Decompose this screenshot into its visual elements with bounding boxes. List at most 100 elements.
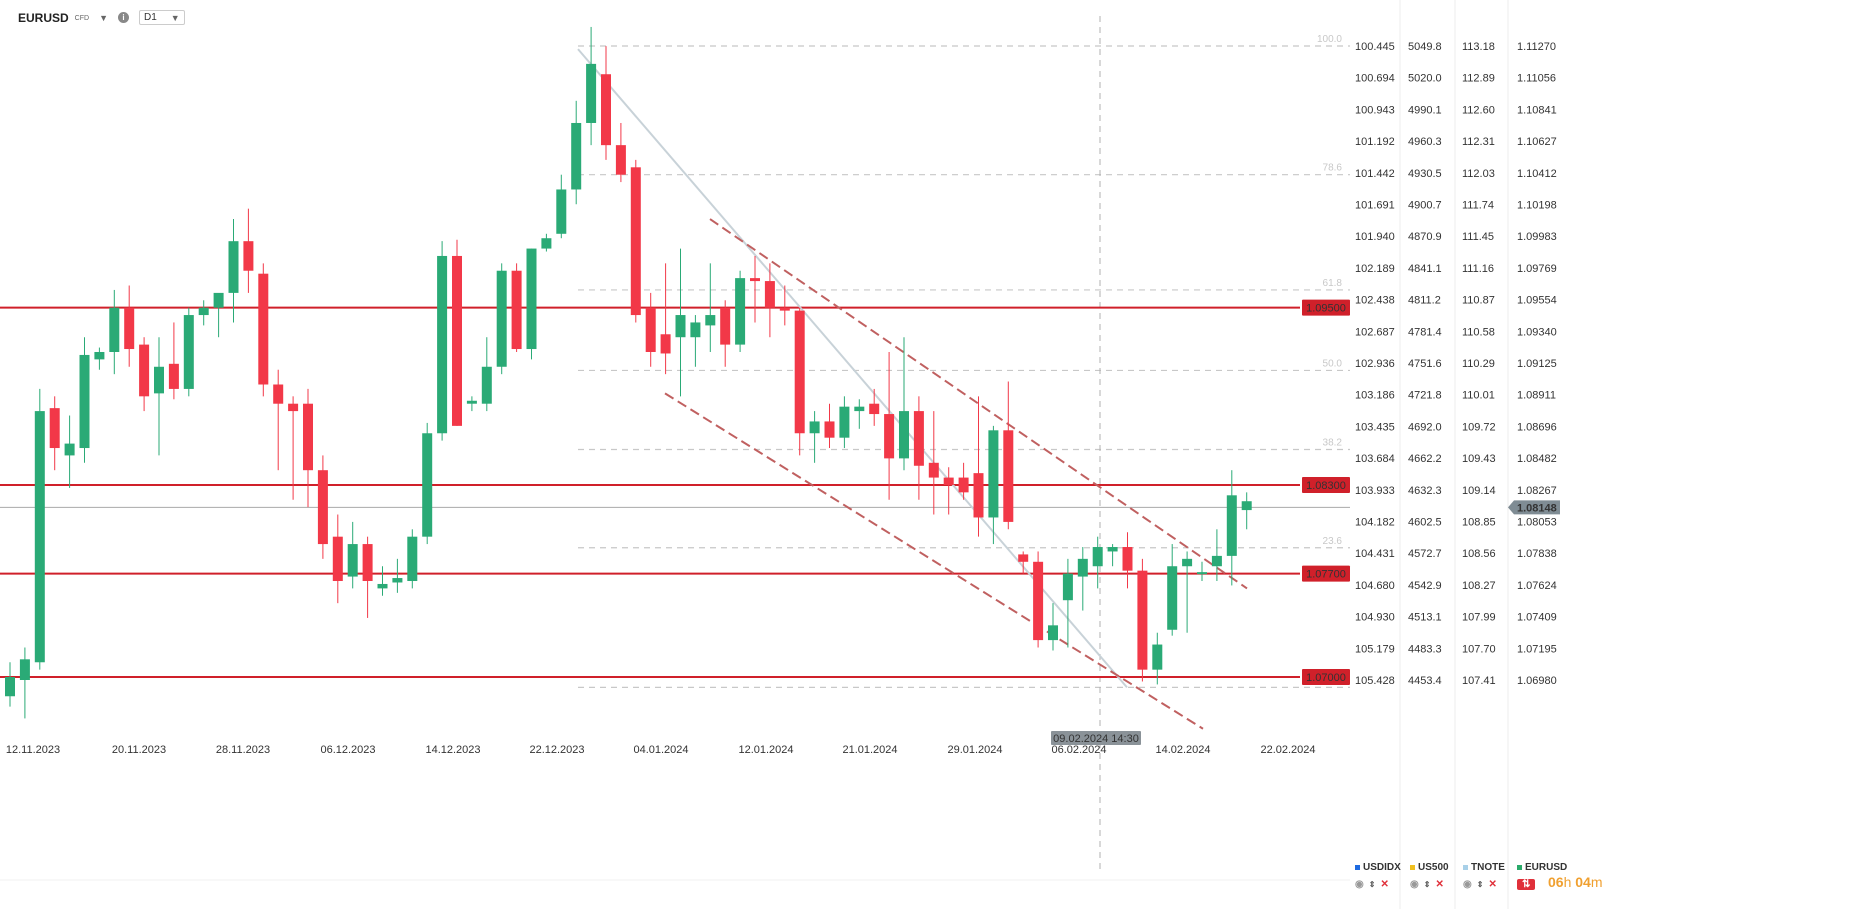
candle-body[interactable] bbox=[1167, 566, 1178, 630]
candle-body[interactable] bbox=[735, 278, 746, 345]
candle-body[interactable] bbox=[958, 477, 969, 493]
candle-body[interactable] bbox=[586, 63, 597, 123]
candle-body[interactable] bbox=[884, 414, 895, 459]
eye-icon[interactable]: ◉ bbox=[1410, 879, 1419, 890]
candle-body[interactable] bbox=[928, 462, 939, 478]
candle-body[interactable] bbox=[198, 307, 209, 316]
candle-body[interactable] bbox=[243, 241, 254, 271]
candle-body[interactable] bbox=[541, 238, 552, 249]
close-icon[interactable]: ✕ bbox=[1488, 879, 1497, 890]
candle-body[interactable] bbox=[601, 74, 611, 146]
candle-body[interactable] bbox=[168, 363, 179, 389]
candle-body[interactable] bbox=[213, 292, 224, 308]
candle-body[interactable] bbox=[630, 167, 641, 316]
candle-body[interactable] bbox=[94, 351, 105, 360]
candle-body[interactable] bbox=[645, 307, 656, 352]
candle-body[interactable] bbox=[615, 145, 626, 175]
channel-upper-line[interactable] bbox=[709, 218, 1248, 590]
legend-item-us500[interactable]: US500 ◉ ⇕ ✕ bbox=[1410, 862, 1449, 890]
candle-body[interactable] bbox=[124, 307, 135, 350]
candle-body[interactable] bbox=[288, 403, 299, 412]
candle-body[interactable] bbox=[556, 189, 567, 234]
candle-body[interactable] bbox=[228, 241, 239, 293]
candle-body[interactable] bbox=[317, 470, 328, 545]
trend-line[interactable] bbox=[577, 48, 1128, 689]
close-icon[interactable]: ✕ bbox=[1380, 879, 1389, 890]
candle-body[interactable] bbox=[154, 366, 164, 394]
candle-body[interactable] bbox=[422, 433, 433, 537]
candle-body[interactable] bbox=[943, 477, 954, 485]
reorder-icon[interactable]: ⇕ bbox=[1368, 880, 1376, 889]
candle-body[interactable] bbox=[779, 307, 790, 311]
candle-body[interactable] bbox=[1152, 644, 1163, 670]
candle-body[interactable] bbox=[1137, 570, 1148, 670]
candle-body[interactable] bbox=[1197, 572, 1207, 575]
candle-body[interactable] bbox=[183, 315, 194, 389]
candle-body[interactable] bbox=[362, 544, 373, 582]
candle-body[interactable] bbox=[496, 270, 507, 367]
candle-body[interactable] bbox=[526, 248, 537, 350]
candle-body[interactable] bbox=[1107, 547, 1118, 552]
candle-body[interactable] bbox=[392, 578, 403, 583]
candle-body[interactable] bbox=[913, 411, 924, 466]
candle-body[interactable] bbox=[303, 403, 313, 471]
candle-body[interactable] bbox=[139, 344, 150, 397]
candle-body[interactable] bbox=[1077, 558, 1088, 577]
candle-body[interactable] bbox=[109, 307, 120, 352]
candle-body[interactable] bbox=[511, 270, 522, 350]
candle-body[interactable] bbox=[258, 273, 269, 385]
symbol-name[interactable]: EURUSD bbox=[18, 10, 69, 25]
legend-item-usdidx[interactable]: USDIDX ◉ ⇕ ✕ bbox=[1355, 862, 1401, 890]
candle-body[interactable] bbox=[437, 255, 448, 434]
candle-body[interactable] bbox=[273, 384, 284, 404]
channel-lower-line[interactable] bbox=[664, 392, 1204, 730]
legend-item-tnote[interactable]: TNOTE ◉ ⇕ ✕ bbox=[1463, 862, 1505, 890]
candle-body[interactable] bbox=[675, 315, 686, 338]
candle-body[interactable] bbox=[332, 536, 343, 582]
candle-body[interactable] bbox=[377, 583, 388, 589]
settings-icon[interactable]: ⇅ bbox=[1517, 879, 1536, 890]
timeframe-select[interactable]: D1 ▼ bbox=[138, 10, 185, 25]
candle-body[interactable] bbox=[988, 430, 999, 518]
candle-body[interactable] bbox=[720, 307, 731, 345]
candle-body[interactable] bbox=[705, 315, 716, 326]
candle-body[interactable] bbox=[1226, 495, 1237, 556]
candle-body[interactable] bbox=[5, 677, 15, 697]
candle-body[interactable] bbox=[481, 366, 492, 404]
candle-body[interactable] bbox=[839, 406, 850, 438]
candle-body[interactable] bbox=[824, 421, 835, 438]
candle-body[interactable] bbox=[49, 408, 60, 449]
candle-body[interactable] bbox=[1211, 555, 1222, 567]
reorder-icon[interactable]: ⇕ bbox=[1423, 880, 1431, 889]
candle-body[interactable] bbox=[1048, 625, 1058, 641]
candle-body[interactable] bbox=[1122, 547, 1133, 571]
candle-body[interactable] bbox=[1062, 573, 1073, 601]
candle-body[interactable] bbox=[973, 473, 984, 518]
candle-body[interactable] bbox=[452, 255, 462, 426]
info-icon[interactable]: i bbox=[117, 12, 129, 23]
symbol-dropdown-icon[interactable]: ▼ bbox=[99, 12, 108, 23]
candle-body[interactable] bbox=[407, 536, 418, 582]
candle-body[interactable] bbox=[869, 403, 880, 415]
candle-body[interactable] bbox=[794, 310, 805, 434]
candle-body[interactable] bbox=[79, 354, 90, 449]
candle-body[interactable] bbox=[571, 122, 582, 190]
candle-body[interactable] bbox=[690, 322, 701, 338]
candle-body[interactable] bbox=[19, 659, 30, 680]
candle-body[interactable] bbox=[1182, 558, 1193, 567]
candle-body[interactable] bbox=[809, 421, 820, 434]
candle-body[interactable] bbox=[466, 400, 477, 404]
candle-body[interactable] bbox=[1003, 430, 1014, 522]
candle-body[interactable] bbox=[64, 443, 75, 456]
reorder-icon[interactable]: ⇕ bbox=[1476, 880, 1484, 889]
legend-item-eurusd[interactable]: EURUSD ⇅ bbox=[1517, 862, 1567, 890]
candle-body[interactable] bbox=[34, 411, 45, 663]
candle-body[interactable] bbox=[764, 281, 775, 308]
candle-body[interactable] bbox=[660, 334, 671, 354]
candle-body[interactable] bbox=[1033, 561, 1044, 641]
candle-body[interactable] bbox=[347, 544, 358, 577]
candle-body[interactable] bbox=[1092, 547, 1103, 567]
eye-icon[interactable]: ◉ bbox=[1463, 879, 1472, 890]
candle-body[interactable] bbox=[750, 278, 760, 282]
